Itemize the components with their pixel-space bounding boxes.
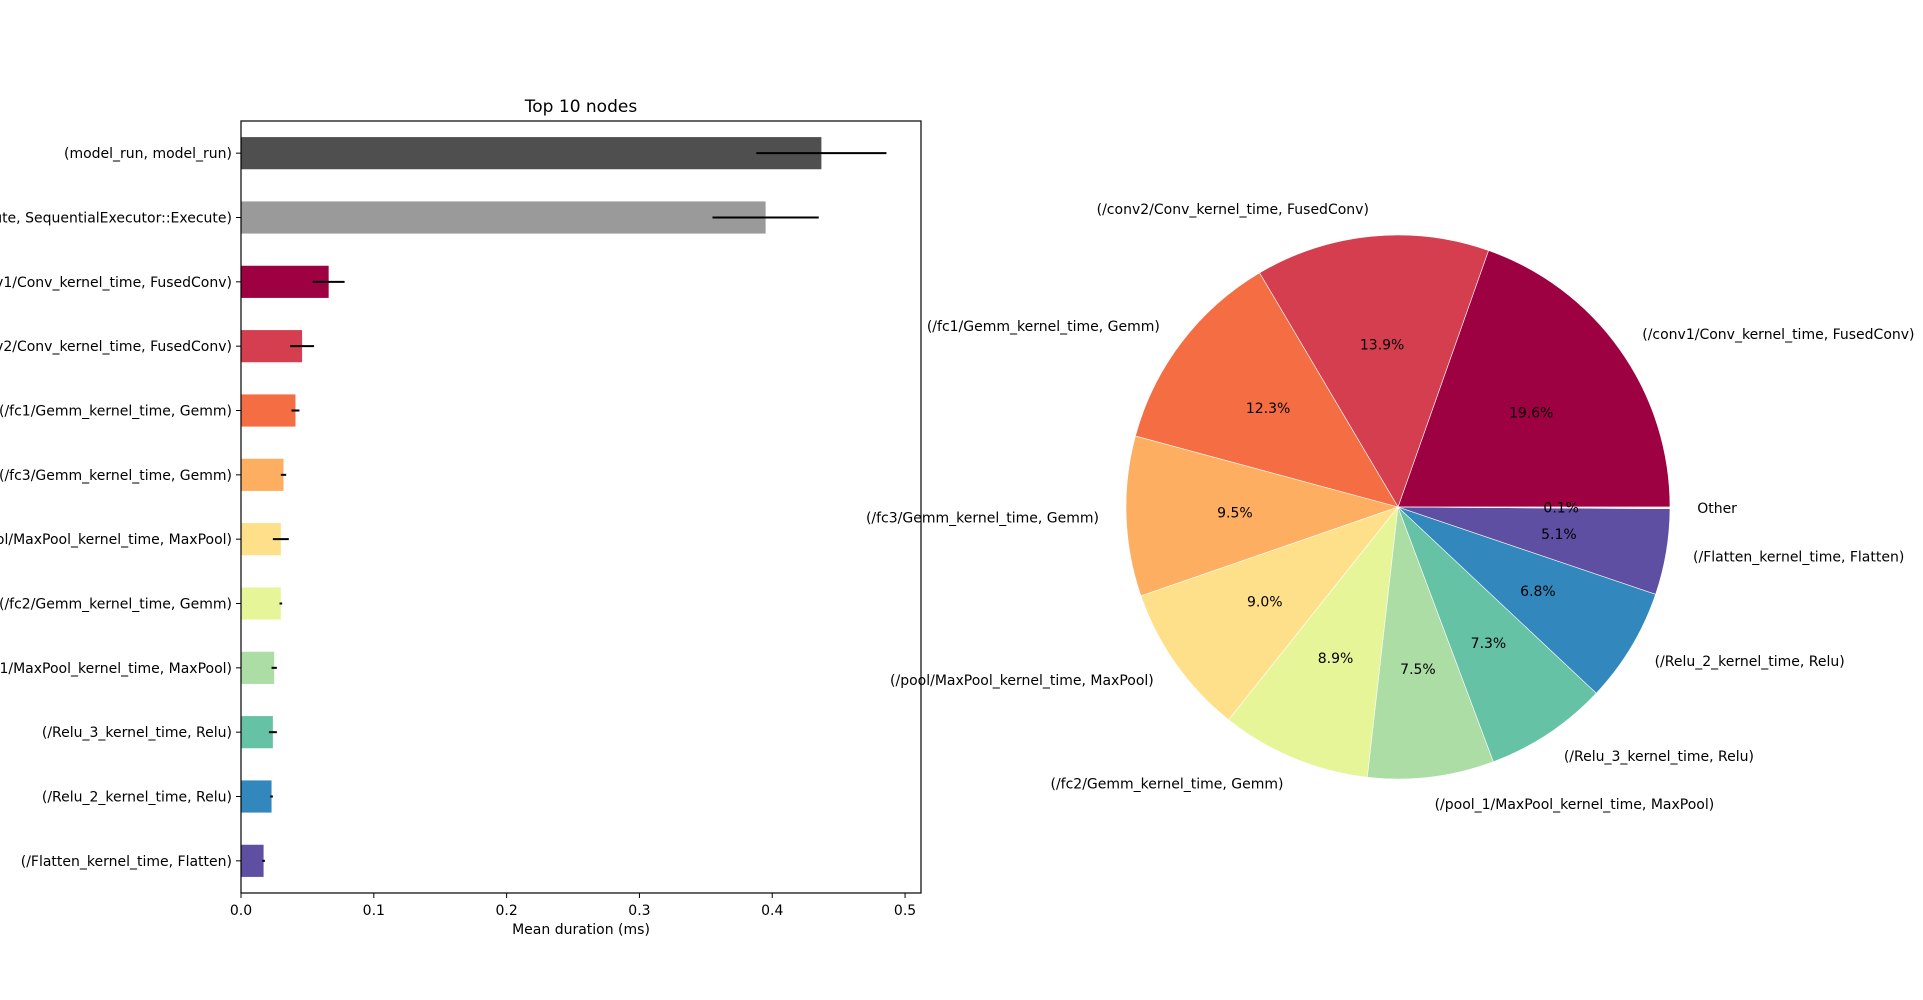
pie-slice bbox=[1125, 435, 1400, 597]
pie-percent-label: 8.9% bbox=[1318, 651, 1354, 667]
pie-slice bbox=[1397, 506, 1597, 763]
y-tick-label: (SequentialExecutor::Execute, Sequential… bbox=[0, 211, 232, 227]
pie-slice bbox=[1228, 505, 1399, 778]
pie-percent-label: 5.1% bbox=[1541, 527, 1577, 543]
bar bbox=[241, 651, 275, 684]
pie-chart: (/conv1/Conv_kernel_time, FusedConv) 19.6… bbox=[866, 202, 1915, 813]
y-tick-label: (/fc1/Gemm_kernel_time, Gemm) bbox=[0, 404, 232, 420]
bar bbox=[241, 587, 281, 620]
bar-chart-title: Top 10 nodes bbox=[524, 97, 638, 117]
y-tick-label: (/fc2/Gemm_kernel_time, Gemm) bbox=[0, 597, 232, 613]
pie-slice-label: Other bbox=[1697, 501, 1737, 517]
bar-chart: Top 10 nodes 0.0 0.1 0.2 0.3 0.4 0.5 (model_r… bbox=[0, 97, 922, 938]
pie-slice-label: (/conv1/Conv_kernel_time, FusedConv) bbox=[1642, 327, 1914, 343]
y-tick-label: (model_run, model_run) bbox=[64, 146, 232, 162]
pie-percent-label: 7.5% bbox=[1400, 662, 1436, 678]
pie-slice-label: (/fc2/Gemm_kernel_time, Gemm) bbox=[1050, 776, 1283, 792]
x-tick-label: 0.2 bbox=[495, 903, 517, 919]
x-tick-label: 0.0 bbox=[230, 903, 252, 919]
pie-percent-label: 12.3% bbox=[1246, 401, 1290, 417]
pie-slice-label: (/conv2/Conv_kernel_time, FusedConv) bbox=[1097, 202, 1369, 218]
x-tick-label: 0.3 bbox=[628, 903, 650, 919]
pie-slice-label: (/pool/MaxPool_kernel_time, MaxPool) bbox=[890, 673, 1154, 689]
y-tick-label: (/fc3/Gemm_kernel_time, Gemm) bbox=[0, 468, 232, 484]
bar bbox=[241, 137, 822, 170]
bar-chart-frame bbox=[240, 120, 922, 894]
pie-percent-label: 13.9% bbox=[1360, 338, 1404, 354]
bar bbox=[241, 844, 264, 877]
y-tick-label: (/conv1/Conv_kernel_time, FusedConv) bbox=[0, 275, 232, 291]
bar bbox=[241, 458, 284, 491]
pie-slice bbox=[1259, 234, 1489, 508]
pie-percent-label: 9.5% bbox=[1217, 506, 1253, 522]
pie-percent-label: 9.0% bbox=[1247, 594, 1283, 610]
pie-slice-label: (/fc3/Gemm_kernel_time, Gemm) bbox=[866, 510, 1099, 526]
x-tick-label: 0.4 bbox=[761, 903, 783, 919]
y-tick-label: (/pool/MaxPool_kernel_time, MaxPool) bbox=[0, 532, 232, 548]
bar-chart-y-axis: (model_run, model_run) (SequentialExecuto… bbox=[0, 146, 241, 870]
bar bbox=[241, 780, 272, 813]
pie-slice bbox=[1140, 506, 1399, 721]
pie-slice-label: (/fc1/Gemm_kernel_time, Gemm) bbox=[927, 319, 1160, 335]
pie-slice-label: (/Relu_3_kernel_time, Relu) bbox=[1564, 749, 1754, 765]
x-tick-label: 0.5 bbox=[894, 903, 916, 919]
pie-percent-label: 0.1% bbox=[1543, 501, 1579, 517]
y-tick-label: (/conv2/Conv_kernel_time, FusedConv) bbox=[0, 339, 232, 355]
pie-slice bbox=[1397, 506, 1671, 510]
pie-slice bbox=[1366, 506, 1494, 780]
pie-percent-label: 6.8% bbox=[1520, 584, 1556, 600]
pie-slice-label: (/Relu_2_kernel_time, Relu) bbox=[1655, 654, 1845, 670]
bar-chart-marks bbox=[241, 137, 887, 877]
bar bbox=[241, 201, 766, 234]
bar-chart-x-label: Mean duration (ms) bbox=[512, 922, 650, 938]
bar-chart-x-axis: 0.0 0.1 0.2 0.3 0.4 0.5 bbox=[230, 893, 916, 919]
pie-percent-label: 7.3% bbox=[1471, 636, 1507, 652]
bar bbox=[241, 716, 273, 749]
pie-percent-label: 19.6% bbox=[1509, 406, 1553, 422]
pie-slice-label: (/pool_1/MaxPool_kernel_time, MaxPool) bbox=[1435, 797, 1715, 813]
x-tick-label: 0.1 bbox=[363, 903, 385, 919]
bar bbox=[241, 394, 296, 427]
y-tick-label: (/Relu_2_kernel_time, Relu) bbox=[42, 790, 232, 806]
y-tick-label: (/pool_1/MaxPool_kernel_time, MaxPool) bbox=[0, 661, 232, 677]
pie-slice bbox=[1397, 506, 1656, 694]
y-tick-label: (/Relu_3_kernel_time, Relu) bbox=[42, 725, 232, 741]
y-tick-label: (/Flatten_kernel_time, Flatten) bbox=[21, 854, 232, 870]
pie-slice bbox=[1135, 272, 1399, 508]
pie-slice-label: (/Flatten_kernel_time, Flatten) bbox=[1693, 550, 1904, 566]
